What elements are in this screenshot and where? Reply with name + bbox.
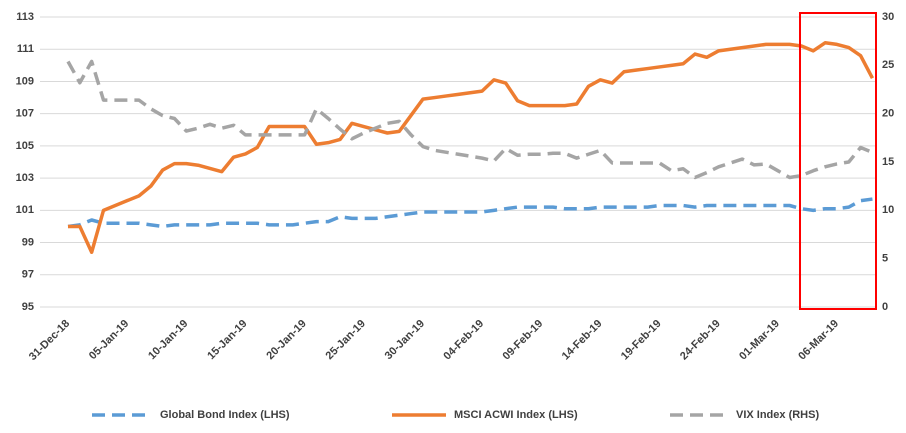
y-tick-label: 105 <box>16 140 34 152</box>
y-tick-label: 99 <box>22 236 34 248</box>
x-tick-label: 25-Jan-19 <box>324 318 368 362</box>
y-tick-label: 107 <box>16 108 34 120</box>
y-tick-label: 95 <box>22 301 34 313</box>
y-tick-label: 109 <box>16 75 34 87</box>
y-tick-label: 111 <box>17 43 34 55</box>
y2-tick-label: 25 <box>882 59 894 71</box>
y-tick-label: 113 <box>16 11 34 23</box>
x-tick-label: 20-Jan-19 <box>264 318 308 362</box>
x-tick-label: 06-Mar-19 <box>796 318 841 363</box>
highlight-box <box>799 12 877 310</box>
x-tick-label: 24-Feb-19 <box>678 318 723 363</box>
y2-tick-label: 20 <box>882 108 894 120</box>
x-tick-label: 15-Jan-19 <box>205 318 249 362</box>
series-line <box>66 59 874 180</box>
y2-tick-label: 10 <box>882 204 894 216</box>
y-tick-label: 97 <box>22 269 34 281</box>
x-tick-label: 19-Feb-19 <box>619 318 664 363</box>
y-tick-label: 103 <box>16 172 34 184</box>
y2-tick-label: 30 <box>882 11 894 23</box>
legend-label: VIX Index (RHS) <box>736 409 819 421</box>
x-tick-label: 10-Jan-19 <box>146 318 190 362</box>
x-tick-label: 04-Feb-19 <box>441 318 486 363</box>
legend-label: Global Bond Index (LHS) <box>160 409 290 421</box>
x-tick-label: 05-Jan-19 <box>87 318 131 362</box>
x-tick-label: 01-Mar-19 <box>737 318 782 363</box>
legend-label: MSCI ACWI Index (LHS) <box>454 409 578 421</box>
x-tick-label: 30-Jan-19 <box>383 318 427 362</box>
series-line <box>68 41 874 254</box>
x-tick-label: 09-Feb-19 <box>501 318 546 363</box>
y2-tick-label: 0 <box>882 301 888 313</box>
series-line <box>67 197 873 229</box>
x-tick-label: 14-Feb-19 <box>560 318 605 363</box>
y2-tick-label: 15 <box>882 156 894 168</box>
y-tick-label: 101 <box>16 204 34 216</box>
x-tick-label: 31-Dec-18 <box>27 318 72 363</box>
y2-tick-label: 5 <box>882 253 888 265</box>
